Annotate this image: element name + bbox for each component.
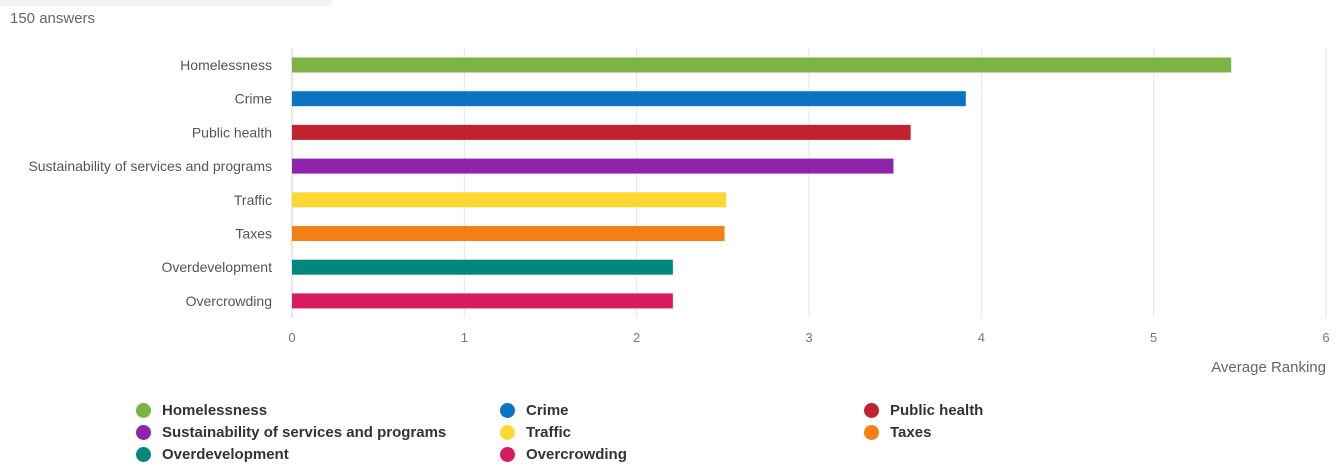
grid-lines (291, 48, 1327, 318)
bar[interactable] (292, 259, 673, 275)
x-tick-label: 2 (633, 330, 640, 345)
category-label: Public health (192, 124, 272, 140)
legend: Homelessness Crime Public health Sustainabi… (136, 400, 1236, 465)
legend-item[interactable]: Taxes (864, 422, 1228, 443)
bar[interactable] (292, 57, 1232, 73)
legend-label: Overdevelopment (162, 446, 289, 463)
x-tick-labels: 0 1 2 3 4 5 6 (288, 330, 1329, 345)
x-axis-title: Average Ranking (1211, 359, 1326, 376)
bar[interactable] (292, 192, 727, 208)
category-label: Homelessness (180, 57, 272, 73)
category-label: Overcrowding (186, 293, 272, 309)
answers-count: 150 answers (10, 10, 96, 27)
x-tick-label: 5 (1150, 330, 1157, 345)
category-labels: Homelessness Crime Public health Sustainabi… (28, 57, 272, 309)
x-tick-label: 3 (805, 330, 812, 345)
legend-label: Public health (890, 402, 984, 419)
category-label: Overdevelopment (161, 259, 272, 275)
legend-label: Crime (526, 402, 569, 419)
legend-label: Homelessness (162, 402, 268, 419)
legend-item[interactable]: Public health (864, 400, 1228, 421)
category-label: Traffic (234, 192, 272, 208)
legend-dot-icon (136, 447, 151, 462)
legend-label: Sustainability of services and programs (162, 424, 447, 441)
category-label: Crime (235, 91, 273, 107)
legend-item[interactable]: Traffic (500, 422, 864, 443)
legend-label: Traffic (526, 424, 572, 441)
top-tab (0, 0, 332, 6)
x-tick-label: 4 (978, 330, 985, 345)
legend-item[interactable]: Crime (500, 400, 864, 421)
legend-label: Taxes (890, 424, 932, 441)
legend-dot-icon (864, 425, 879, 440)
bar[interactable] (292, 91, 966, 107)
bar[interactable] (292, 226, 725, 241)
x-tick-label: 6 (1322, 330, 1329, 345)
legend-dot-icon (500, 447, 515, 462)
legend-item[interactable]: Sustainability of services and programs (136, 422, 500, 443)
x-tick-label: 0 (288, 330, 295, 345)
legend-dot-icon (500, 425, 515, 440)
category-label: Taxes (235, 226, 272, 242)
bar[interactable] (292, 124, 911, 140)
category-label: Sustainability of services and programs (28, 158, 272, 174)
legend-item[interactable]: Homelessness (136, 400, 500, 421)
legend-dot-icon (136, 425, 151, 440)
legend-label: Overcrowding (526, 446, 627, 463)
legend-dot-icon (136, 403, 151, 418)
bar-chart: Homelessness Crime Public health Sustainabi… (28, 48, 1330, 376)
x-tick-label: 1 (461, 330, 468, 345)
legend-item[interactable]: Overcrowding (500, 444, 864, 465)
legend-item[interactable]: Overdevelopment (136, 444, 500, 465)
bar[interactable] (292, 293, 673, 309)
bars (292, 57, 1232, 309)
legend-dot-icon (864, 403, 879, 418)
bar[interactable] (292, 158, 894, 174)
legend-dot-icon (500, 403, 515, 418)
